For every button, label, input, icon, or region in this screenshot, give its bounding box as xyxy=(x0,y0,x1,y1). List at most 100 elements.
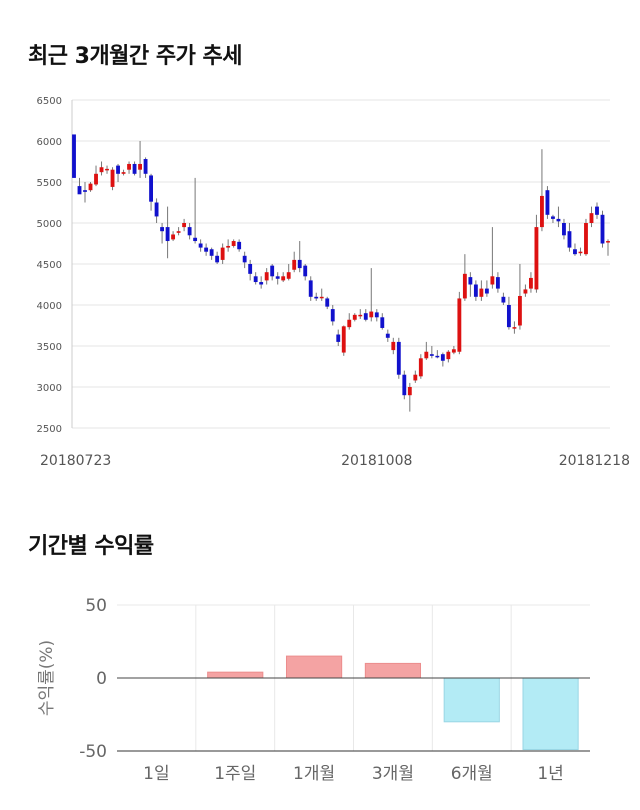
candle-body xyxy=(446,351,451,360)
candle-body xyxy=(336,334,341,342)
candle-body xyxy=(215,255,220,263)
candle-body xyxy=(281,276,286,281)
returns-category-label: 1주일 xyxy=(214,764,256,784)
candle-body xyxy=(440,354,445,361)
candle-body xyxy=(121,172,126,174)
candle-body xyxy=(270,265,275,277)
candle-body xyxy=(314,296,319,299)
candle-body xyxy=(578,251,583,254)
price-candlestick-chart: 2500 3000 3500 4000 4500 5000 5500 6000 6500 2018… xyxy=(37,96,630,469)
candle-body xyxy=(319,296,324,299)
candle-body xyxy=(462,273,467,299)
candle-body xyxy=(77,186,82,195)
candle-body xyxy=(275,276,280,279)
candle-body xyxy=(209,249,214,256)
candle-body xyxy=(198,243,203,248)
candle-body xyxy=(369,311,374,318)
price-y-tick: 4000 xyxy=(37,301,62,312)
candle-body xyxy=(413,374,418,381)
candle-body xyxy=(457,298,462,352)
candle-body xyxy=(517,295,522,326)
candle-body xyxy=(407,387,412,396)
returns-category-label: 1개월 xyxy=(293,764,335,784)
candle-body xyxy=(105,168,109,171)
candle-body xyxy=(468,277,473,285)
candle-body xyxy=(303,265,308,277)
candle-body xyxy=(253,276,258,283)
return-bar xyxy=(443,677,500,723)
candle-body xyxy=(573,249,577,255)
candle-body xyxy=(154,202,159,217)
candle-body xyxy=(429,354,434,356)
candle-body xyxy=(116,165,120,174)
candle-body xyxy=(529,277,533,289)
candle-body xyxy=(540,195,544,228)
candle-body xyxy=(363,313,368,320)
returns-y-tick: 0 xyxy=(96,669,107,689)
returns-y-tick: -50 xyxy=(79,742,107,762)
price-x-tick: 20180723 xyxy=(40,453,111,469)
price-y-tick: 4500 xyxy=(37,260,62,271)
candle-body xyxy=(99,167,104,173)
candle-body xyxy=(297,259,302,269)
candle-body xyxy=(182,223,187,228)
candle-body xyxy=(220,247,225,260)
candle-body xyxy=(473,284,478,297)
candle-body xyxy=(237,241,242,250)
candle-body xyxy=(308,280,313,297)
candle-body xyxy=(242,255,247,263)
candle-body xyxy=(83,190,87,192)
candle-body xyxy=(325,298,330,307)
price-y-tick: 5000 xyxy=(37,219,62,230)
candle-body xyxy=(551,216,555,219)
candle-body xyxy=(341,326,346,353)
candle-body xyxy=(495,277,500,289)
price-y-tick: 6500 xyxy=(37,96,62,107)
candle-body xyxy=(435,355,440,358)
candle-body xyxy=(380,317,385,328)
candle-body xyxy=(506,305,511,328)
returns-category-label: 3개월 xyxy=(372,764,414,784)
return-bar xyxy=(522,677,579,751)
return-bar xyxy=(364,662,422,679)
candle-body xyxy=(138,163,142,170)
candle-body xyxy=(562,223,566,236)
candle-body xyxy=(512,327,517,329)
candle-body xyxy=(127,163,131,170)
candle-body xyxy=(385,333,390,338)
returns-y-tick: 50 xyxy=(85,596,107,616)
candle-body xyxy=(374,312,379,318)
returns-category-label: 6개월 xyxy=(451,764,493,784)
candle-body xyxy=(94,173,98,185)
candle-body xyxy=(226,245,231,248)
candle-body xyxy=(165,227,170,242)
candle-body xyxy=(171,234,176,240)
candle-body xyxy=(534,227,539,290)
candle-body xyxy=(149,175,153,202)
candle-body xyxy=(418,358,423,377)
candle-body xyxy=(352,314,357,320)
candle-body xyxy=(567,231,572,248)
candle-body xyxy=(402,374,407,396)
candle-body xyxy=(490,276,495,285)
candle-body xyxy=(176,231,181,233)
candle-body xyxy=(556,218,561,222)
candle-body xyxy=(264,272,269,281)
candle-body xyxy=(600,214,605,244)
candle-body xyxy=(391,341,396,351)
candle-body xyxy=(484,288,489,294)
candle-body xyxy=(589,213,594,223)
candle-body xyxy=(347,319,352,328)
candle-body xyxy=(193,237,198,242)
returns-category-label: 1일 xyxy=(143,764,169,784)
price-y-tick: 3000 xyxy=(37,383,62,394)
price-x-tick: 20181008 xyxy=(341,453,412,469)
candle-body xyxy=(286,272,291,279)
returns-y-axis-label: 수익률(%) xyxy=(37,640,57,716)
candle-body xyxy=(132,163,137,174)
candle-body xyxy=(595,206,599,215)
candle-body xyxy=(204,247,209,252)
candle-body xyxy=(231,241,236,246)
price-x-tick: 20181218 xyxy=(559,453,630,469)
candle-body xyxy=(330,309,335,322)
